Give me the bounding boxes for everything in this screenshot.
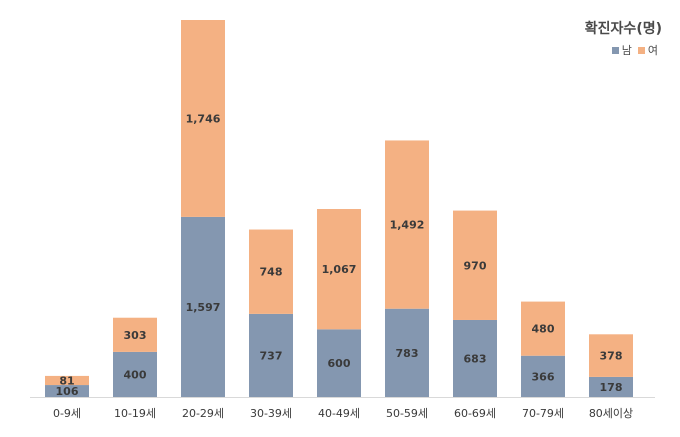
x-tick-label-8: 80세이상	[589, 407, 633, 420]
legend-swatch-male	[611, 46, 619, 54]
legend-swatch-female	[637, 46, 645, 54]
data-label-male-7: 366	[532, 370, 555, 383]
bar-female-3	[249, 229, 293, 314]
data-label-male-2: 1,597	[186, 301, 221, 314]
data-label-female-5: 1,492	[390, 219, 425, 232]
data-label-female-7: 480	[532, 323, 555, 336]
bar-male-3	[249, 313, 293, 397]
bar-male-2	[181, 216, 225, 397]
bar-male-7	[521, 355, 565, 397]
legend: 남 여	[611, 42, 658, 58]
legend-title: 확진자수(명)	[584, 21, 662, 37]
data-label-female-8: 378	[600, 350, 623, 363]
x-tick-label-3: 30-39세	[250, 407, 292, 420]
bar-male-5	[385, 308, 429, 397]
x-tick-label-7: 70-79세	[522, 407, 564, 420]
data-label-female-6: 970	[464, 259, 487, 272]
bar-female-2	[181, 20, 225, 217]
x-tick-label-4: 40-49세	[318, 407, 360, 420]
bar-female-5	[385, 140, 429, 309]
x-tick-label-5: 50-59세	[386, 407, 428, 420]
data-label-male-3: 737	[260, 349, 283, 362]
data-label-male-5: 783	[396, 347, 419, 360]
data-label-female-0: 81	[59, 374, 74, 387]
data-label-male-0: 106	[56, 385, 79, 398]
bar-female-8	[589, 334, 633, 377]
data-label-male-1: 400	[124, 368, 147, 381]
data-label-female-4: 1,067	[322, 263, 357, 276]
legend-label-female: 여	[647, 44, 658, 57]
bar-male-8	[589, 376, 633, 397]
bar-male-1	[113, 351, 157, 397]
bar-female-4	[317, 209, 361, 330]
bar-female-6	[453, 210, 497, 320]
legend-item-female: 여	[637, 42, 658, 58]
legend-label-male: 남	[621, 44, 632, 57]
x-tick-label-1: 10-19세	[114, 407, 156, 420]
bar-female-7	[521, 301, 565, 356]
x-tick-label-2: 20-29세	[182, 407, 224, 420]
x-tick-label-6: 60-69세	[454, 407, 496, 420]
bar-male-4	[317, 329, 361, 397]
data-label-female-2: 1,746	[186, 112, 221, 125]
data-label-male-4: 600	[328, 357, 351, 370]
bar-male-6	[453, 319, 497, 397]
bar-female-1	[113, 317, 157, 352]
x-tick-label-0: 0-9세	[53, 407, 81, 420]
legend-item-male: 남	[611, 42, 632, 58]
bar-female-0	[45, 375, 89, 386]
data-label-female-1: 303	[124, 329, 147, 342]
data-label-female-3: 748	[260, 266, 283, 279]
data-label-male-8: 178	[600, 381, 623, 394]
data-label-male-6: 683	[464, 352, 487, 365]
bar-male-0	[45, 385, 89, 397]
